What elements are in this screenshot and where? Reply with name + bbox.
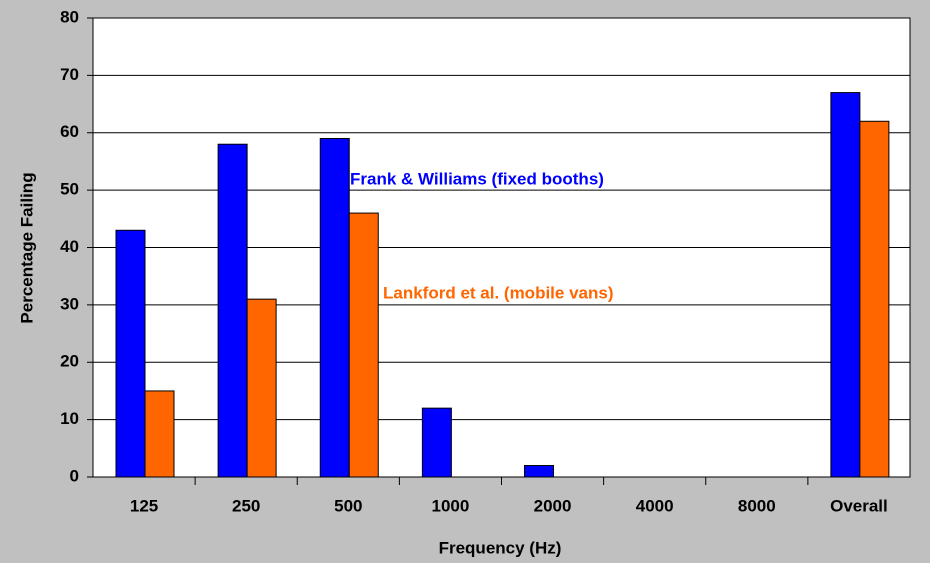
- x-tick-label: 125: [130, 496, 158, 515]
- x-tick-label: 4000: [636, 496, 674, 515]
- y-tick-label: 80: [60, 7, 79, 26]
- y-tick-label: 0: [70, 466, 79, 485]
- y-tick-label: 60: [60, 122, 79, 141]
- y-tick-label: 40: [60, 237, 79, 256]
- legend-label: Lankford et al. (mobile vans): [383, 283, 614, 302]
- y-axis-title: Percentage Failing: [17, 172, 36, 323]
- bar: [144, 390, 175, 478]
- x-tick-label: 2000: [534, 496, 572, 515]
- y-tick-label: 20: [60, 352, 79, 371]
- bar: [421, 407, 452, 478]
- bar: [217, 143, 248, 478]
- x-tick-label: 8000: [738, 496, 776, 515]
- legend-label: Frank & Williams (fixed booths): [350, 169, 604, 188]
- x-tick-label: 1000: [432, 496, 470, 515]
- y-tick-label: 50: [60, 180, 79, 199]
- x-axis-title: Frequency (Hz): [439, 538, 562, 557]
- bar: [246, 298, 277, 478]
- x-tick-label: 500: [334, 496, 362, 515]
- x-tick-label: 250: [232, 496, 260, 515]
- x-tick-label: Overall: [830, 496, 888, 515]
- bar: [524, 465, 554, 478]
- bar: [115, 229, 146, 478]
- bar: [859, 120, 890, 478]
- bar: [830, 92, 861, 478]
- y-tick-label: 30: [60, 294, 79, 313]
- y-tick-label: 70: [60, 65, 79, 84]
- bar: [348, 212, 379, 478]
- bar: [319, 137, 350, 478]
- y-tick-label: 10: [60, 409, 79, 428]
